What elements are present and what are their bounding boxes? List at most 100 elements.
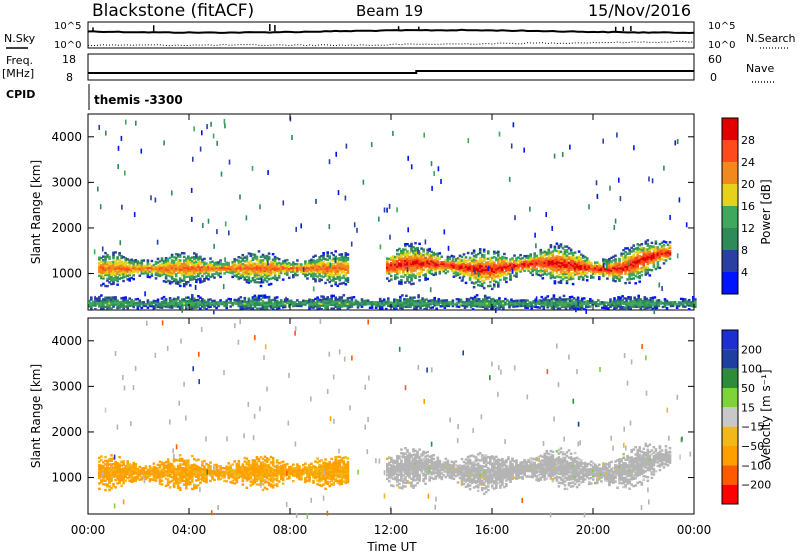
velocity-cell	[106, 463, 109, 466]
power-cell	[596, 268, 599, 272]
power-cell	[557, 250, 561, 253]
power-cell	[296, 266, 299, 269]
power-cell	[251, 301, 255, 305]
power-cell	[630, 255, 633, 259]
power-cell	[398, 256, 401, 260]
velocity-cell	[176, 481, 180, 484]
power-cell	[494, 301, 497, 304]
power-cell	[625, 299, 628, 302]
velocity-cell	[108, 472, 111, 475]
velocity-cell	[207, 473, 210, 476]
power-cell	[422, 250, 425, 253]
power-cell	[492, 305, 495, 308]
power-cell	[227, 269, 230, 272]
velocity-cell	[118, 466, 121, 470]
velocity-cell	[114, 464, 117, 467]
power-cell	[450, 263, 454, 267]
power-cell	[362, 299, 366, 303]
power-cell	[443, 304, 447, 308]
power-cell	[257, 281, 261, 284]
power-cell	[400, 279, 403, 282]
power-cell	[308, 305, 311, 309]
power-cell	[201, 258, 204, 261]
power-scatter-point	[551, 225, 553, 231]
power-cell	[116, 265, 119, 268]
power-cell	[211, 264, 214, 267]
power-cell	[380, 299, 384, 303]
power-cell	[491, 269, 494, 272]
power-cell	[549, 258, 553, 262]
power-cell	[553, 256, 557, 259]
velocity-cell	[112, 483, 115, 486]
power-cell	[271, 298, 275, 302]
power-cell	[164, 257, 168, 260]
power-cell	[320, 262, 323, 265]
power-cell	[571, 259, 575, 262]
power-cell	[430, 250, 433, 254]
power-cell	[480, 255, 484, 259]
power-cell	[418, 279, 421, 282]
power-cell	[538, 299, 542, 302]
power-cell	[215, 265, 218, 268]
power-cell	[195, 262, 198, 265]
velocity-cell	[158, 477, 162, 480]
power-cell	[600, 272, 603, 275]
power-cell	[140, 268, 144, 272]
power-cell	[551, 270, 555, 273]
power-cell	[326, 298, 329, 301]
power-cell	[517, 267, 520, 270]
power-cell	[209, 264, 212, 268]
power-cell	[575, 271, 579, 274]
power-cell	[405, 303, 408, 307]
power-cell	[554, 298, 558, 301]
power-cell	[332, 303, 335, 307]
power-cell	[446, 255, 450, 259]
power-cell	[456, 268, 460, 271]
power-cell	[605, 306, 608, 310]
power-cell	[476, 262, 480, 265]
power-cell	[630, 261, 633, 264]
power-cell	[389, 304, 392, 308]
power-cell	[565, 265, 569, 268]
power-cell	[408, 281, 411, 284]
power-cell	[541, 255, 545, 258]
power-cell	[652, 260, 656, 263]
power-cell	[255, 270, 259, 273]
power-cell	[557, 246, 561, 249]
power-cell	[269, 268, 273, 271]
power-cell	[497, 274, 500, 277]
power-cell	[283, 259, 287, 262]
power-cell	[189, 273, 192, 276]
power-cell	[539, 259, 543, 263]
power-cell	[492, 299, 495, 303]
velocity-cell	[148, 470, 152, 474]
power-cell	[197, 261, 200, 265]
power-cell	[332, 268, 335, 271]
power-cell	[543, 265, 547, 268]
power-cell	[150, 267, 154, 270]
power-cell	[296, 264, 299, 268]
power-cell	[644, 247, 648, 251]
power-cell	[459, 298, 463, 301]
velocity-cell	[108, 477, 111, 481]
power-cell	[308, 272, 311, 275]
power-cell	[601, 302, 604, 306]
power-scatter-point	[577, 301, 580, 307]
power-cell	[160, 259, 164, 262]
velocity-cell	[211, 477, 214, 480]
power-cell	[472, 275, 476, 278]
power-cell	[634, 271, 637, 274]
power-cell	[414, 274, 417, 278]
power-cell	[461, 300, 465, 304]
power-cell	[195, 278, 198, 282]
power-cell	[281, 304, 285, 307]
power-cell	[446, 261, 450, 264]
power-cell	[404, 259, 407, 262]
power-cell	[525, 264, 528, 267]
power-cell	[541, 264, 545, 267]
power-cell	[575, 258, 579, 261]
velocity-cell	[118, 477, 121, 481]
power-cell	[328, 303, 331, 306]
power-cell	[472, 264, 476, 267]
power-cell	[225, 304, 228, 308]
